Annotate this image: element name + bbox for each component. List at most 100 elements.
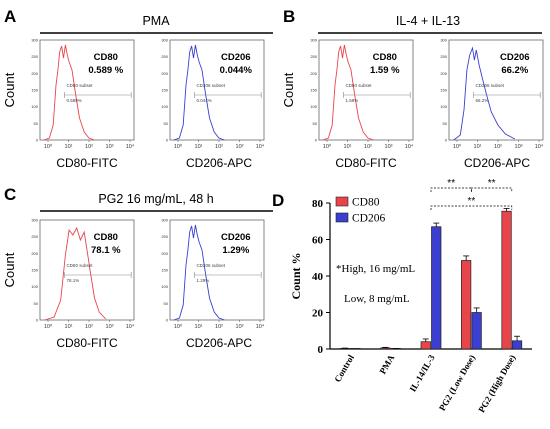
histogram-curve <box>453 46 516 141</box>
significance-bracket <box>471 187 513 192</box>
histogram-ytick-label: 50 <box>443 121 448 126</box>
histogram-frame <box>169 219 265 321</box>
bar-cd206-0 <box>350 348 361 350</box>
histogram-xlabel-c-right: CD206-APC <box>186 336 252 350</box>
histogram-marker-name: CD80 <box>94 232 118 243</box>
histogram-ytick-label: 250 <box>31 234 38 239</box>
histogram-xtick-label: 10⁴ <box>126 323 135 330</box>
histogram-ytick-label: 100 <box>31 284 38 289</box>
bar-cd206-2 <box>431 226 442 350</box>
histogram-xtick-label: 10⁴ <box>126 143 135 150</box>
histogram-curve <box>322 44 374 141</box>
chart-ylabel: Count % <box>289 252 303 299</box>
histogram-ytick-label: 0 <box>36 318 39 323</box>
histogram-subset-name: CD80 subset <box>345 83 372 88</box>
histogram-ytick-label: 100 <box>440 104 447 109</box>
bar-cd80-3 <box>461 260 472 350</box>
histogram-xtick-label: 10¹ <box>195 144 203 150</box>
histogram-xtick-label: 10³ <box>236 144 244 150</box>
histogram-ytick-label: 0 <box>36 138 39 143</box>
histogram-frame <box>318 39 414 141</box>
histogram-xtick-label: 10⁰ <box>174 143 183 150</box>
histogram-ytick-label: 100 <box>31 104 38 109</box>
histogram-marker-percent: 66.2% <box>501 65 528 76</box>
chart-ytick-label: 0 <box>318 344 324 356</box>
bar-cd80-4 <box>501 210 512 350</box>
histogram-a-left: 0 50 100 150 200 250 300 10⁰ 10¹ 10² 10³ 10⁴ CD80 0.5… <box>31 38 135 151</box>
histogram-subset-percent: 0.044% <box>196 98 211 103</box>
histogram-ylabel-a: Count <box>2 72 17 107</box>
histogram-xtick-label: 10⁴ <box>256 143 265 150</box>
histogram-ytick-label: 50 <box>164 301 169 306</box>
significance-label: ** <box>447 178 455 189</box>
histogram-xtick-label: 10³ <box>236 324 244 330</box>
histogram-ytick-label: 200 <box>31 251 38 256</box>
annotation-high-dose: *High, 16 mg/mL <box>336 263 415 275</box>
histogram-xtick-label: 10³ <box>106 144 114 150</box>
histogram-ytick-label: 150 <box>161 88 168 93</box>
histogram-subset-name: CD206 subset <box>196 263 225 268</box>
histogram-subset-percent: 1.59% <box>345 98 358 103</box>
histogram-subset-percent: 1.29% <box>196 278 209 283</box>
histogram-ytick-label: 250 <box>440 54 447 59</box>
histogram-xtick-label: 10⁴ <box>535 143 544 150</box>
histogram-xtick-label: 10² <box>494 144 502 150</box>
legend-swatch-cd80 <box>335 196 349 207</box>
histogram-xtick-label: 10² <box>215 324 223 330</box>
histogram-xtick-label: 10² <box>215 144 223 150</box>
panel-letter-b: B <box>283 7 295 26</box>
histogram-xlabel-c-left: CD80-FITC <box>56 336 118 350</box>
histogram-ytick-label: 250 <box>161 54 168 59</box>
panel-letter-c: C <box>4 185 16 204</box>
histogram-xtick-label: 10³ <box>385 144 393 150</box>
panel-title-b: IL-4 + IL-13 <box>396 14 460 28</box>
histogram-marker-name: CD80 <box>94 52 118 63</box>
histogram-frame <box>39 219 135 321</box>
histogram-a-right: 0 50 100 150 200 250 300 10⁰ 10¹ 10² 10³ 10⁴ CD206 0.… <box>161 38 265 151</box>
histogram-xtick-label: 10⁰ <box>453 143 462 150</box>
histogram-ytick-label: 300 <box>440 38 447 43</box>
chart-xtick-label: IL-14/IL-3 <box>408 353 437 394</box>
histogram-ylabel-b: Count <box>281 72 296 107</box>
histogram-xtick-label: 10³ <box>515 144 523 150</box>
histogram-curve <box>173 44 225 141</box>
chart-ytick-label: 80 <box>312 198 324 210</box>
histogram-ytick-label: 300 <box>31 218 38 223</box>
histogram-marker-name: CD206 <box>500 52 530 63</box>
histogram-ytick-label: 50 <box>164 121 169 126</box>
bar-cd80-1 <box>380 347 391 350</box>
histogram-subset-percent: 78.1% <box>66 278 79 283</box>
histogram-xtick-label: 10⁴ <box>256 323 265 330</box>
panel-letter-d: D <box>272 191 284 210</box>
histogram-subset-name: CD80 subset <box>66 83 93 88</box>
histogram-subset-name: CD206 subset <box>196 83 225 88</box>
histogram-ytick-label: 250 <box>161 234 168 239</box>
histogram-marker-name: CD206 <box>221 52 251 63</box>
histogram-ytick-label: 0 <box>166 138 169 143</box>
histogram-marker-percent: 1.29% <box>222 245 249 256</box>
histogram-ytick-label: 100 <box>161 284 168 289</box>
annotation-low-dose: Low, 8 mg/mL <box>344 293 410 305</box>
panel-title-a: PMA <box>142 14 170 28</box>
histogram-ytick-label: 300 <box>161 38 168 43</box>
histogram-ylabel-c: Count <box>2 252 17 287</box>
histogram-ytick-label: 50 <box>34 301 39 306</box>
histogram-marker-name: CD206 <box>221 232 251 243</box>
bar-cd206-3 <box>471 312 482 350</box>
histogram-curve <box>44 226 107 321</box>
histogram-ytick-label: 150 <box>310 88 317 93</box>
significance-bracket <box>430 205 513 210</box>
histogram-xtick-label: 10¹ <box>344 144 352 150</box>
chart-xtick-label: PG2 (High Dose) <box>476 353 517 414</box>
histogram-xlabel-b-right: CD206-APC <box>464 156 530 170</box>
histogram-frame <box>39 39 135 141</box>
histogram-curve <box>43 44 95 141</box>
histogram-xtick-label: 10⁴ <box>405 143 414 150</box>
legend-label-cd206: CD206 <box>352 213 385 225</box>
histogram-xtick-label: 10² <box>85 324 93 330</box>
significance-label: ** <box>488 178 496 189</box>
histogram-ytick-label: 300 <box>31 38 38 43</box>
histogram-xlabel-a-left: CD80-FITC <box>56 156 118 170</box>
histogram-ytick-label: 200 <box>161 251 168 256</box>
